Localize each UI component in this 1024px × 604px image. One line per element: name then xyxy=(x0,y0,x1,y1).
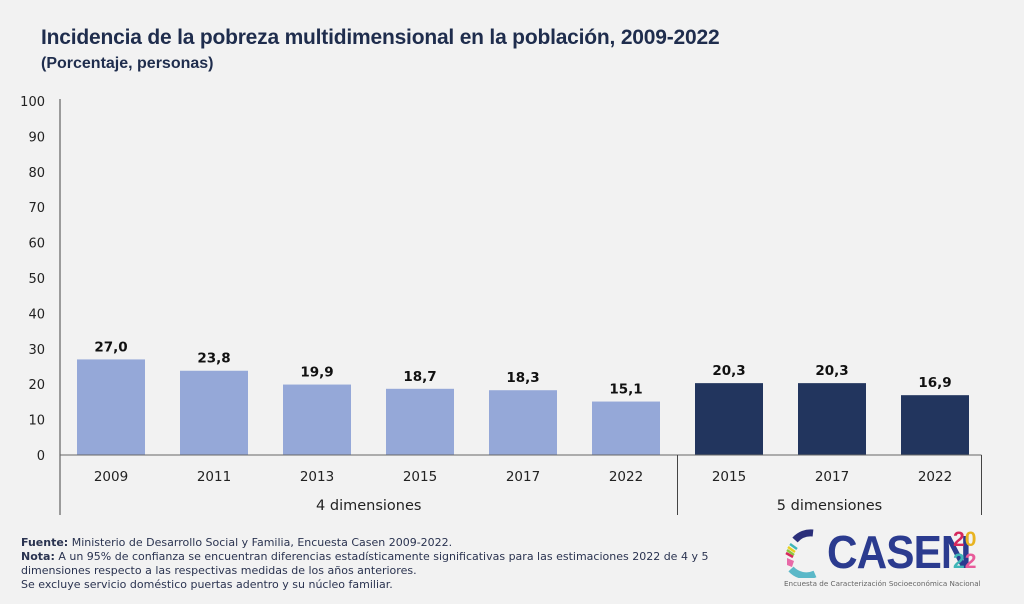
significance-note: Nota: A un 95% de confianza se encuentra… xyxy=(21,550,709,577)
data-label: 19,9 xyxy=(300,365,333,381)
x-tick-label: 2015 xyxy=(403,469,437,485)
casen-logo-icon xyxy=(785,529,817,578)
bar xyxy=(77,359,145,455)
bar xyxy=(283,384,351,455)
y-tick-label: 80 xyxy=(28,166,45,181)
y-tick-label: 40 xyxy=(28,307,45,322)
group-label: 4 dimensiones xyxy=(316,498,421,514)
y-tick-label: 60 xyxy=(28,237,45,252)
group-label: 5 dimensiones xyxy=(777,498,882,514)
footnotes: Fuente: Ministerio de Desarrollo Social … xyxy=(21,536,761,592)
logo-tagline: Encuesta de Caracterización Socioeconómi… xyxy=(784,579,981,588)
x-tick-label: 2015 xyxy=(712,469,746,485)
data-label: 20,3 xyxy=(815,363,848,379)
y-tick-label: 90 xyxy=(28,130,45,145)
casen-logo: CASEN 20 22 Encuesta de Caracterización … xyxy=(783,528,998,592)
bar xyxy=(386,388,454,455)
source-note: Fuente: Ministerio de Desarrollo Social … xyxy=(21,536,453,549)
logo-year: 20 22 xyxy=(953,528,977,573)
y-tick-label: 50 xyxy=(28,272,45,287)
data-label: 18,3 xyxy=(506,370,539,386)
x-tick-label: 2022 xyxy=(918,469,952,485)
y-tick-label: 100 xyxy=(20,95,45,110)
exclusion-note: Se excluye servicio doméstico puertas ad… xyxy=(21,578,393,591)
chart-title: Incidencia de la pobreza multidimensiona… xyxy=(41,26,720,49)
logo-wordmark: CASEN xyxy=(827,526,971,578)
chart-subtitle: (Porcentaje, personas) xyxy=(41,55,214,72)
x-tick-label: 2022 xyxy=(609,469,643,485)
x-tick-label: 2017 xyxy=(815,469,849,485)
bar-chart: 0 10 20 30 40 50 60 70 80 90 100 27,0 2009 23,8 2011 19… xyxy=(20,95,982,515)
data-label: 16,9 xyxy=(918,375,951,391)
y-tick-label: 10 xyxy=(28,414,45,429)
bar xyxy=(901,395,969,455)
data-label: 18,7 xyxy=(403,369,436,385)
data-label: 27,0 xyxy=(94,339,127,355)
bar xyxy=(695,383,763,455)
x-tick-label: 2013 xyxy=(300,469,334,485)
data-label: 23,8 xyxy=(197,351,230,367)
data-label: 20,3 xyxy=(712,363,745,379)
y-tick-label: 0 xyxy=(37,449,45,464)
y-tick-label: 20 xyxy=(28,378,45,393)
x-tick-label: 2009 xyxy=(94,469,128,485)
bar xyxy=(798,383,866,455)
bar xyxy=(180,370,248,455)
y-tick-label: 70 xyxy=(28,201,45,216)
bar xyxy=(489,390,557,455)
data-label: 15,1 xyxy=(609,382,642,398)
x-tick-label: 2011 xyxy=(197,469,231,485)
x-tick-label: 2017 xyxy=(506,469,540,485)
y-tick-label: 30 xyxy=(28,343,45,358)
bar xyxy=(592,401,660,455)
